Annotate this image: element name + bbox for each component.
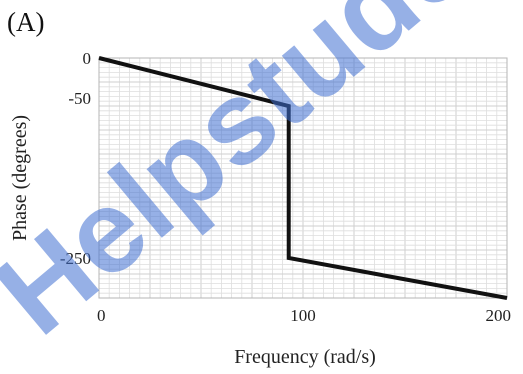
series-layer: [98, 56, 508, 300]
x-tick-labels: 0 100 200: [97, 306, 511, 325]
x-tick-label: 100: [290, 306, 316, 325]
watermark: Helpstudent: [0, 0, 523, 360]
x-axis-label: Frequency (rad/s): [234, 346, 376, 368]
y-tick-label: -250: [60, 249, 91, 268]
x-tick-label: 200: [486, 306, 512, 325]
plot-grid: [98, 57, 508, 299]
x-tick-label: 0: [97, 306, 106, 325]
y-tick-labels: 0 -50 -250: [60, 49, 91, 268]
plot-frame: [98, 57, 508, 299]
panel-label: (A): [7, 7, 44, 37]
y-tick-label: -50: [68, 89, 91, 108]
phase-line: [98, 56, 508, 300]
y-tick-label: 0: [83, 49, 92, 68]
y-axis-label: Phase (degrees): [9, 115, 31, 241]
